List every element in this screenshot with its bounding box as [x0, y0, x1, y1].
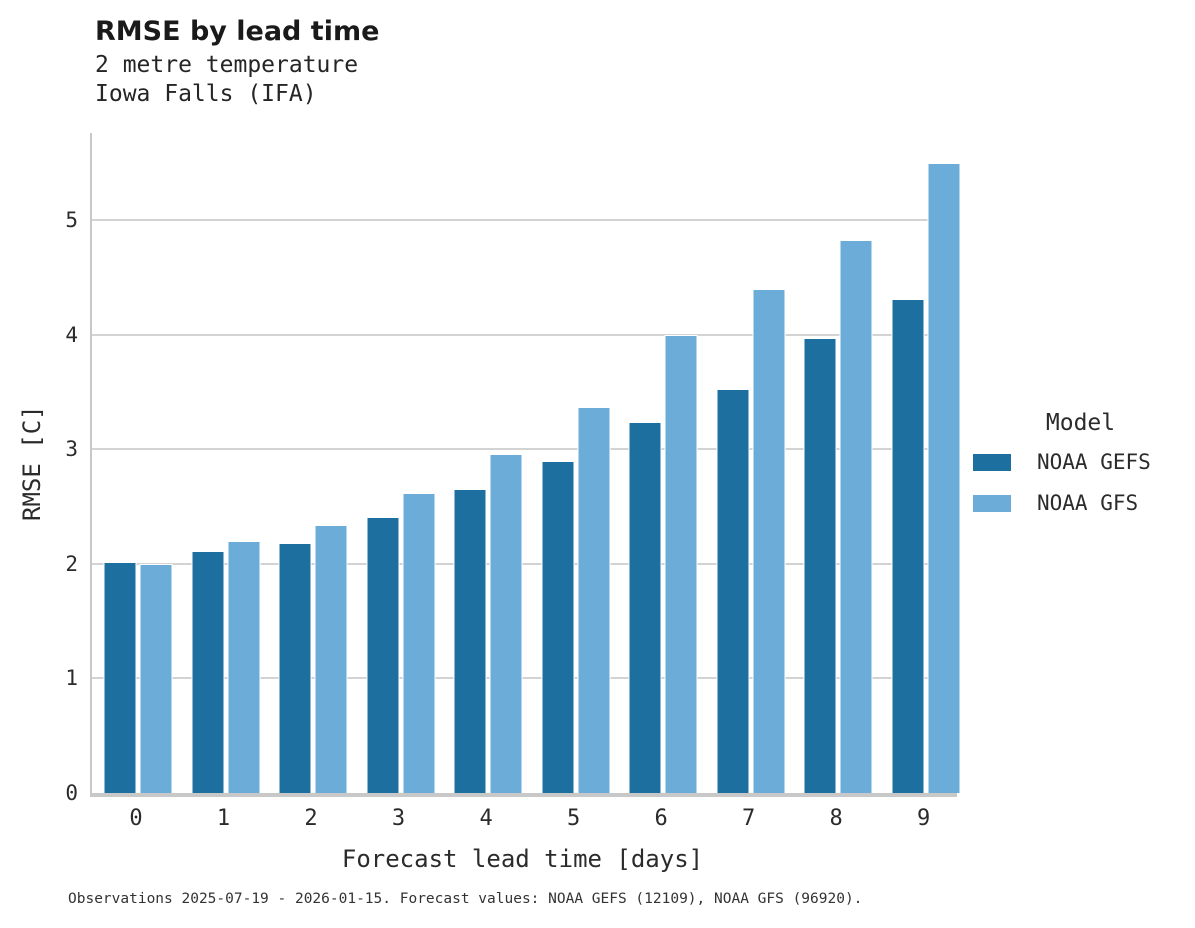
x-tick-label-4: 4	[479, 806, 493, 831]
bar-noaa-gefs-lead-6	[628, 421, 662, 793]
y-tick-label-1: 1	[65, 666, 78, 691]
bar-noaa-gefs-lead-7	[716, 388, 750, 793]
bar-group-lead-3	[366, 133, 436, 793]
bar-noaa-gefs-lead-0	[103, 561, 137, 793]
bars-container	[92, 133, 961, 793]
chart-subtitle-station: Iowa Falls (IFA)	[95, 81, 317, 107]
x-tick-label-9: 9	[917, 806, 931, 831]
x-tick-label-6: 6	[654, 806, 668, 831]
bar-noaa-gefs-lead-5	[541, 460, 575, 793]
plot-area	[90, 133, 961, 797]
x-tick-label-5: 5	[566, 806, 581, 831]
bar-group-lead-5	[541, 133, 611, 793]
gridline-y-2	[92, 562, 957, 565]
bar-noaa-gfs-lead-4	[489, 453, 523, 793]
gridline-y-4	[92, 333, 957, 336]
legend-entry-noaa-gefs: NOAA GEFS	[973, 450, 1188, 474]
legend-label-noaa-gfs: NOAA GFS	[1037, 491, 1139, 515]
y-tick-label-4: 4	[65, 322, 78, 347]
legend-swatch-noaa-gfs	[973, 494, 1011, 512]
gridline-y-1	[92, 677, 957, 680]
legend-entry-noaa-gfs: NOAA GFS	[973, 491, 1188, 515]
x-tick-label-2: 2	[304, 806, 318, 831]
caption: Observations 2025-07-19 - 2026-01-15. Fo…	[68, 891, 863, 907]
bar-noaa-gefs-lead-4	[453, 489, 487, 793]
bar-group-lead-0	[103, 133, 173, 793]
bar-noaa-gefs-lead-9	[891, 299, 925, 793]
bar-group-lead-4	[453, 133, 523, 793]
bar-noaa-gefs-lead-3	[366, 516, 400, 793]
x-axis-title: Forecast lead time [days]	[341, 845, 704, 873]
x-tick-label-0: 0	[129, 806, 143, 831]
bar-group-lead-2	[278, 133, 348, 793]
x-tick-label-8: 8	[829, 806, 843, 831]
bar-group-lead-6	[628, 133, 698, 793]
legend-label-noaa-gefs: NOAA GEFS	[1037, 450, 1151, 474]
bar-noaa-gfs-lead-1	[227, 540, 261, 793]
bar-noaa-gefs-lead-2	[278, 543, 312, 793]
bar-noaa-gfs-lead-3	[402, 492, 436, 793]
bar-group-lead-9	[891, 133, 961, 793]
y-tick-label-5: 5	[65, 208, 78, 233]
bar-noaa-gefs-lead-8	[803, 338, 837, 793]
bar-noaa-gfs-lead-5	[577, 406, 611, 793]
bar-noaa-gfs-lead-8	[839, 239, 873, 793]
y-tick-label-0: 0	[65, 781, 78, 805]
bar-noaa-gefs-lead-1	[191, 551, 225, 793]
bar-noaa-gfs-lead-2	[314, 524, 348, 793]
x-tick-label-3: 3	[391, 806, 406, 831]
bar-noaa-gfs-lead-7	[752, 288, 786, 793]
legend-swatch-noaa-gefs	[973, 453, 1011, 471]
y-tick-label-3: 3	[65, 437, 78, 462]
bar-noaa-gfs-lead-9	[927, 162, 961, 793]
x-tick-label-1: 1	[216, 806, 231, 831]
y-axis-tick-labels: 0 1 2 3 4 5	[0, 133, 78, 805]
y-tick-label-2: 2	[65, 551, 78, 576]
bar-noaa-gfs-lead-0	[139, 563, 173, 793]
bar-group-lead-8	[803, 133, 873, 793]
bar-group-lead-7	[716, 133, 786, 793]
gridline-y-3	[92, 448, 957, 451]
chart-subtitle-variable: 2 metre temperature	[95, 52, 359, 78]
x-axis-tick-labels: 0 1 2 3 4 5 6 7 8 9	[90, 806, 955, 836]
x-tick-label-7: 7	[741, 806, 756, 831]
bar-group-lead-1	[191, 133, 261, 793]
legend-title: Model	[1045, 410, 1116, 436]
chart-title: RMSE by lead time	[95, 16, 380, 47]
gridline-y-5	[92, 219, 957, 222]
bar-noaa-gfs-lead-6	[664, 334, 698, 793]
legend: Model NOAA GEFS NOAA GFS	[973, 410, 1188, 532]
